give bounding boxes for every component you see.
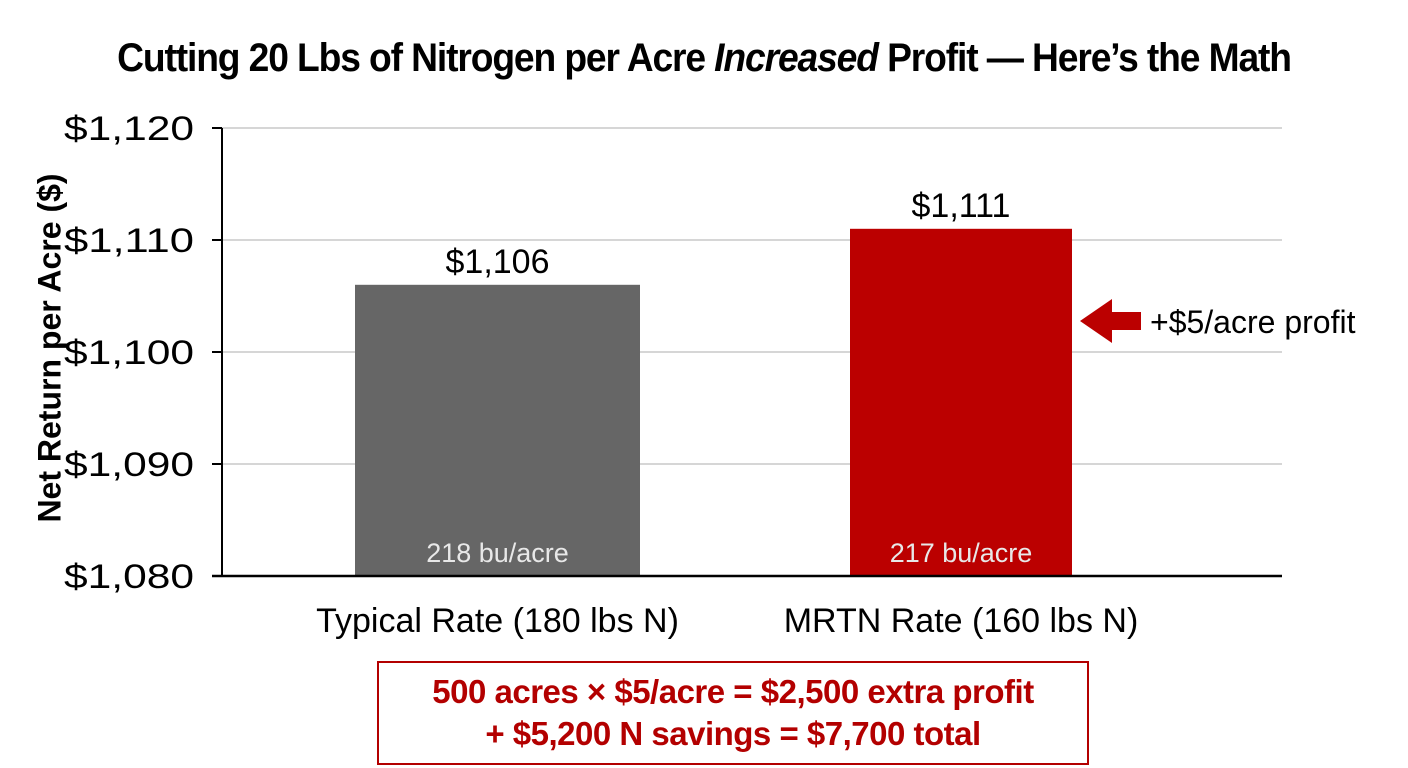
- title-part-1: Cutting 20 Lbs of Nitrogen per Acre: [117, 36, 715, 80]
- bar-value-label: $1,111: [912, 187, 1011, 225]
- left-arrow-icon: [1080, 299, 1141, 343]
- title-emphasis: Increased: [714, 36, 879, 80]
- bar-inner-label: 218 bu/acre: [426, 538, 569, 568]
- x-tick-label: MRTN Rate (160 lbs N): [784, 602, 1139, 640]
- summary-line-1: 500 acres × $5/acre = $2,500 extra profi…: [432, 673, 1034, 710]
- y-tick-label: $1,080: [64, 558, 194, 596]
- summary-line-2: + $5,200 N savings = $7,700 total: [485, 715, 981, 752]
- y-tick-label: $1,110: [64, 222, 194, 260]
- bar-value-label: $1,106: [446, 243, 550, 281]
- title-part-2: Profit — Here’s the Math: [877, 36, 1292, 80]
- bar-inner-label: 217 bu/acre: [890, 538, 1033, 568]
- x-tick-label: Typical Rate (180 lbs N): [316, 602, 679, 640]
- chart-title: Cutting 20 Lbs of Nitrogen per Acre Incr…: [49, 36, 1358, 81]
- bar: [850, 228, 1072, 577]
- annotation-label: +$5/acre profit: [1150, 304, 1356, 340]
- y-tick-label: $1,100: [64, 334, 194, 372]
- summary-box: 500 acres × $5/acre = $2,500 extra profi…: [377, 661, 1089, 765]
- y-tick-label: $1,120: [64, 110, 194, 148]
- bar: [355, 284, 640, 576]
- y-tick-label: $1,090: [64, 446, 194, 484]
